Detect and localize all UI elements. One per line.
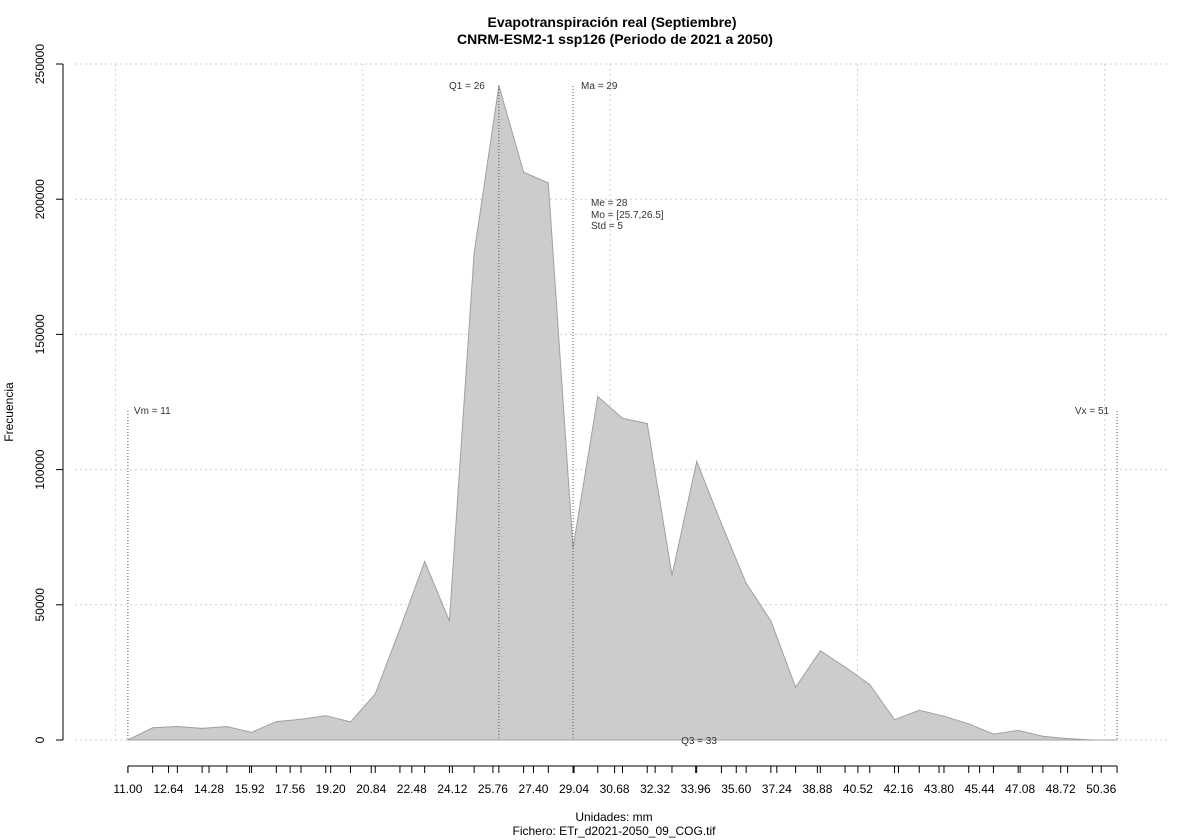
y-tick-label-1: 50000 [33,588,47,622]
data-point-20 [621,417,624,419]
data-point-14 [473,252,475,254]
data-point-35 [992,733,995,735]
x-tick-label-18: 40.52 [843,782,873,796]
data-point-1 [152,727,154,729]
y-tick-label-3: 150000 [33,314,47,354]
x-tick-label-2: 14.28 [194,782,224,796]
x-tick-label-3: 15.92 [235,782,265,796]
data-point-22 [671,574,673,576]
data-point-30 [869,684,871,686]
data-point-32 [918,709,920,711]
stat-line-label-1: Q1 = 26 [449,81,485,92]
data-point-31 [893,719,896,721]
data-point-26 [770,620,772,622]
data-point-19 [597,396,599,398]
x-tick-label-0: 11.00 [113,782,142,796]
frequency-polygon [127,85,1118,741]
x-tick-label-9: 25.76 [478,782,508,796]
x-tick-label-12: 30.68 [600,782,630,796]
x-tick-label-21: 45.44 [965,782,995,796]
data-point-13 [448,620,450,622]
x-tick-label-8: 24.12 [437,782,467,796]
x-tick-label-1: 12.64 [153,782,183,796]
axes: 0 50000 100000 150000 200000 250000 11.00 12.64… [33,44,1118,796]
data-point-37 [1042,735,1044,737]
x-tick-label-23: 48.72 [1046,782,1076,796]
stat-median: Me = 28 [591,198,628,209]
data-point-33 [943,715,945,717]
x-tick-label-11: 29.04 [559,782,589,796]
y-tick-label-2: 100000 [33,449,47,489]
data-point-8 [325,715,327,717]
stat-q3: Q3 = 33 [681,736,717,747]
chart-title: Evapotranspiración real (Septiembre) [488,14,737,30]
data-point-36 [1017,729,1019,732]
data-point-39 [1091,739,1093,741]
x-tick-label-7: 22.48 [397,782,427,796]
data-point-4 [226,725,228,728]
x-tick-label-19: 42.16 [883,782,913,796]
data-point-9 [349,721,352,723]
x-tick-label-17: 38.88 [802,782,832,796]
chart-subtitle: CNRM-ESM2-1 ssp126 (Periodo de 2021 a 20… [457,31,773,47]
x-tick-label-4: 17.56 [275,782,305,796]
data-point-17 [547,182,549,184]
x-tick-label-6: 20.84 [356,782,386,796]
x-tick-label-5: 19.20 [316,782,346,796]
data-point-6 [275,721,277,723]
y-tick-label-5: 250000 [33,44,47,84]
stat-line-label-3: Vx = 51 [1075,406,1110,417]
data-point-38 [1067,738,1069,740]
data-point-16 [523,171,525,173]
data-point-27 [795,686,797,688]
data-point-29 [844,666,846,668]
x-tick-label-20: 43.80 [924,782,954,796]
data-point-24 [720,523,723,525]
data-point-34 [968,723,970,725]
data-point-5 [251,731,253,734]
stat-line-label-0: Vm = 11 [134,406,171,417]
data-point-40 [1116,739,1118,741]
data-point-3 [201,727,203,730]
x-tick-label-10: 27.40 [518,782,548,796]
file-footer: Fichero: ETr_d2021-2050_09_COG.tif [513,824,717,838]
x-axis-label: Unidades: mm [575,810,652,824]
x-tick-label-14: 33.96 [681,782,711,796]
data-point-10 [374,693,376,695]
data-point-25 [745,582,747,584]
y-tick-label-0: 0 [33,736,47,743]
data-point-0 [127,739,129,741]
x-tick-label-13: 32.32 [640,782,670,796]
statistic-lines: Vm = 11 Q1 = 26 Ma = 29 Vx = 51 [127,81,1118,740]
stat-line-label-2: Ma = 29 [581,81,618,92]
x-tick-label-24: 50.36 [1086,782,1116,796]
data-point-7 [300,718,302,720]
data-point-28 [819,650,821,652]
data-point-12 [424,560,426,563]
frequency-area [127,85,1118,741]
data-point-11 [399,628,401,630]
data-point-23 [696,460,698,463]
stat-std: Std = 5 [591,221,623,232]
x-tick-label-15: 35.60 [721,782,751,796]
data-point-2 [176,725,178,728]
data-point-15 [498,85,500,87]
y-tick-label-4: 200000 [33,179,47,219]
x-tick-label-22: 47.08 [1005,782,1035,796]
y-axis-label: Frecuencia [2,382,16,442]
data-point-21 [646,423,648,425]
stat-mode: Mo = [25.7,26.5] [591,210,664,221]
x-tick-label-16: 37.24 [762,782,792,796]
